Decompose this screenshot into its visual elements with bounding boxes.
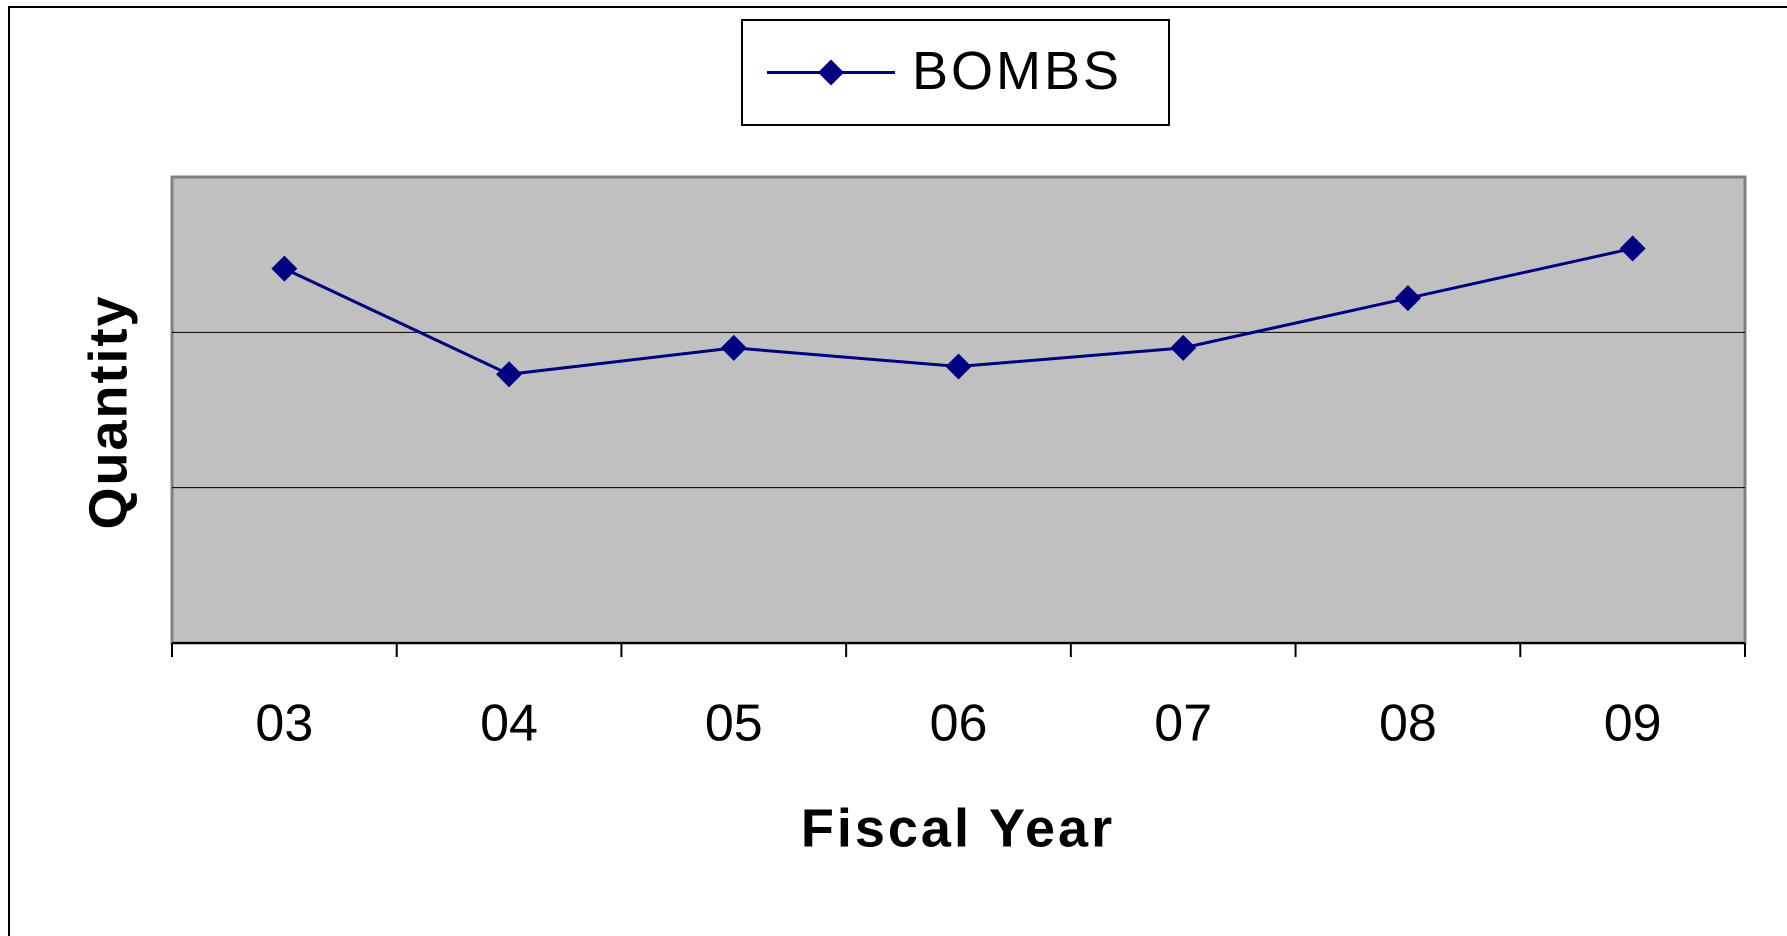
chart-frame (8, 6, 1787, 936)
x-tick-label: 03 (255, 695, 313, 753)
x-tick-label: 04 (480, 695, 538, 753)
y-axis-title: Quantity (78, 294, 138, 529)
marker (1394, 285, 1421, 312)
marker (271, 255, 298, 282)
x-tick-label: 06 (930, 695, 988, 753)
x-tick-label: 08 (1379, 695, 1437, 753)
marker (1170, 334, 1197, 361)
legend-marker (818, 59, 844, 86)
marker (720, 334, 747, 361)
marker (496, 361, 523, 388)
x-tick-label: 07 (1154, 695, 1212, 753)
x-tick-label: 09 (1604, 695, 1662, 753)
x-axis-title: Fiscal Year (801, 798, 1115, 858)
legend-label: BOMBS (912, 41, 1122, 101)
plot-area (170, 175, 1747, 645)
marker (945, 353, 972, 380)
x-tick-label: 05 (705, 695, 763, 753)
marker (1619, 235, 1646, 262)
